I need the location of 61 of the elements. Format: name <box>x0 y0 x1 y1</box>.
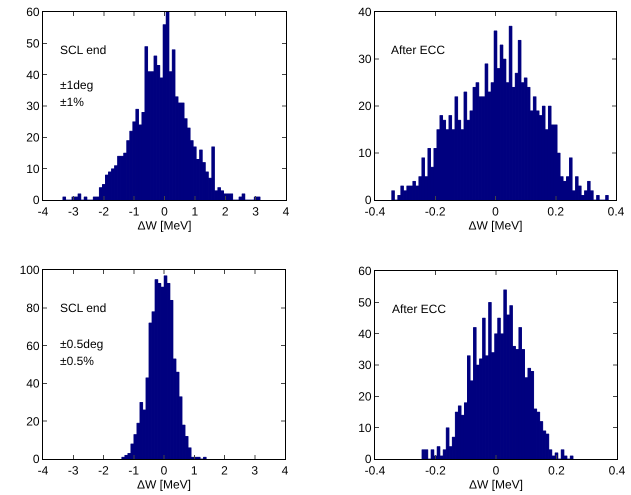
x-axis-title: ΔW [MeV] <box>137 218 192 232</box>
y-tick-label: 100 <box>20 263 40 278</box>
y-tick-label: 20 <box>26 130 40 145</box>
x-tick-label: -2 <box>98 204 110 218</box>
x-tick-label: 0.4 <box>608 204 625 218</box>
x-tick-label: -3 <box>68 463 79 478</box>
x-tick-label: -0.2 <box>425 463 446 478</box>
y-tick-label: 40 <box>358 5 372 20</box>
x-tick-label: -4 <box>38 204 49 218</box>
x-axis-title: ΔW [MeV] <box>136 477 192 492</box>
y-tick-label: 0 <box>32 452 40 466</box>
x-axis-title: ΔW [MeV] <box>468 218 523 232</box>
annotation: After ECC <box>392 302 446 316</box>
annotation: ±1% <box>60 95 84 109</box>
x-tick-label: 2 <box>221 463 228 478</box>
annotation: ±1deg <box>60 78 94 92</box>
y-tick-label: 20 <box>26 414 40 428</box>
y-tick-label: 30 <box>358 358 372 372</box>
y-tick-label: 30 <box>358 52 372 66</box>
y-tick-label: 20 <box>358 390 372 404</box>
y-tick-label: 40 <box>26 376 40 391</box>
x-tick-label: -0.2 <box>424 204 446 218</box>
x-tick-label: 4 <box>282 204 290 218</box>
x-tick-label: 0 <box>492 463 500 478</box>
y-tick-label: 80 <box>26 301 40 315</box>
x-tick-label: -2 <box>98 463 110 478</box>
annotation: SCL end <box>60 43 106 57</box>
x-tick-label: 0.2 <box>547 204 564 218</box>
y-tick-label: 40 <box>26 68 40 82</box>
y-tick-label: 10 <box>358 420 372 435</box>
x-tick-label: 0 <box>160 463 168 478</box>
y-tick-label: 40 <box>358 326 372 341</box>
x-tick-label: 0.4 <box>608 463 626 478</box>
annotation: ±0.5deg <box>60 337 104 351</box>
x-tick-label: 0 <box>161 204 168 218</box>
x-tick-label: 1 <box>190 463 198 478</box>
x-tick-label: -1 <box>128 204 140 218</box>
annotation: After ECC <box>391 43 446 57</box>
y-tick-label: 60 <box>358 264 372 278</box>
x-tick-label: -1 <box>128 463 140 478</box>
y-tick-label: 50 <box>26 36 40 51</box>
x-tick-label: 0.2 <box>548 463 566 478</box>
x-tick-label: 3 <box>251 463 258 478</box>
x-tick-label: -3 <box>68 204 80 218</box>
annotation: SCL end <box>60 301 106 315</box>
x-tick-label: 0 <box>492 204 500 218</box>
y-tick-label: 20 <box>358 99 372 114</box>
x-tick-label: 2 <box>222 204 229 218</box>
x-axis-title: ΔW [MeV] <box>468 477 524 492</box>
x-tick-label: 4 <box>282 463 289 478</box>
annotation: ±0.5% <box>60 354 94 368</box>
y-tick-label: 60 <box>26 5 40 20</box>
y-tick-label: 50 <box>358 296 372 310</box>
y-tick-label: 60 <box>26 338 40 353</box>
x-tick-label: -4 <box>38 463 49 478</box>
y-tick-label: 0 <box>32 193 40 208</box>
y-tick-label: 10 <box>26 162 40 176</box>
x-tick-label: 1 <box>192 204 199 218</box>
x-tick-label: 3 <box>252 204 260 218</box>
y-tick-label: 10 <box>358 146 372 160</box>
y-tick-label: 30 <box>26 99 40 114</box>
